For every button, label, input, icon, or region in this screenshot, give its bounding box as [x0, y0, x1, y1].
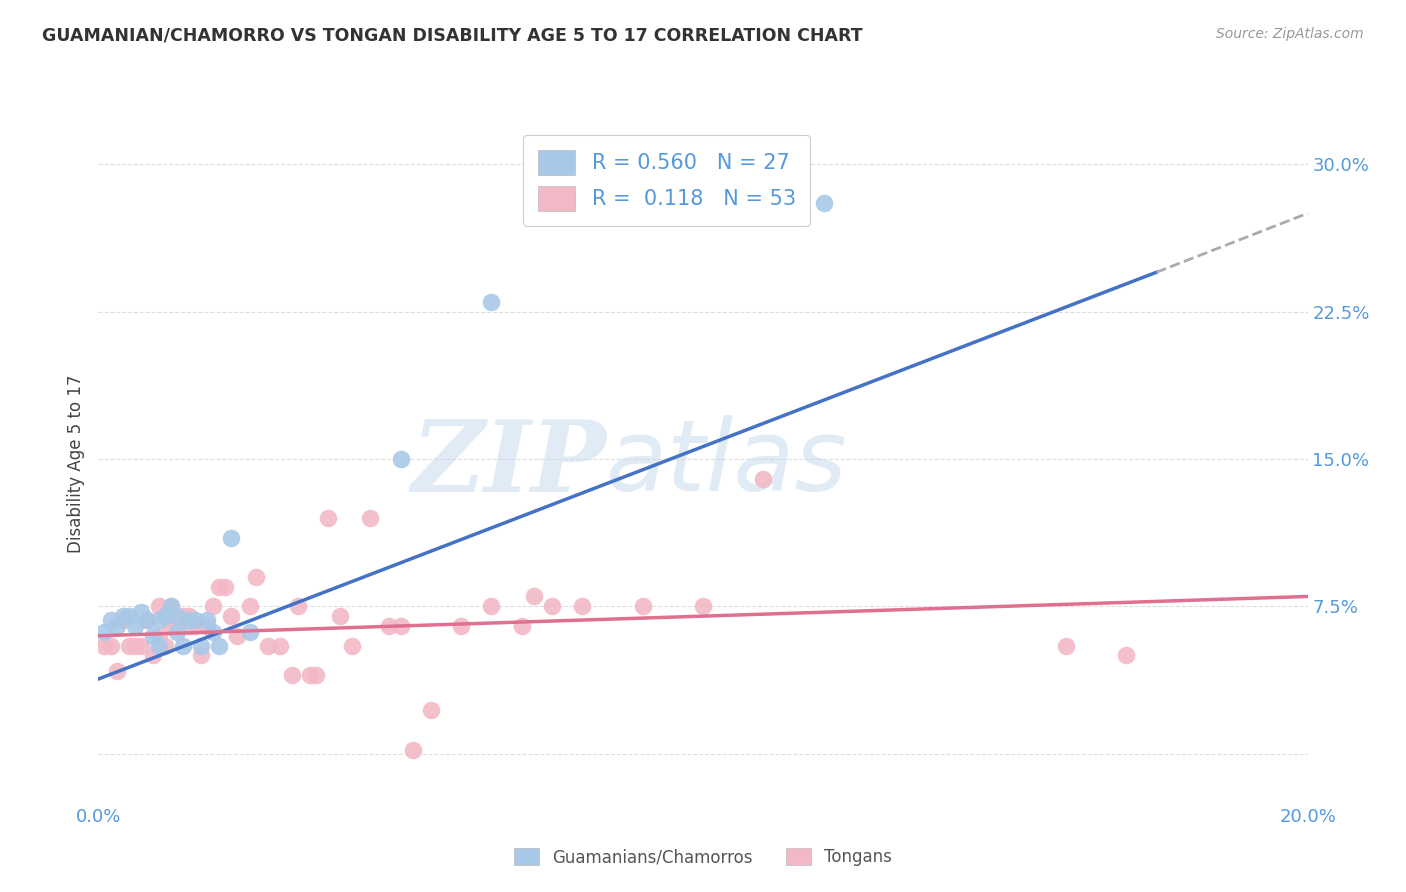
Point — [481, 294, 503, 309]
Point — [166, 609, 188, 624]
Legend: R = 0.560   N = 27, R =  0.118   N = 53: R = 0.560 N = 27, R = 0.118 N = 53 — [523, 136, 810, 226]
Point — [179, 619, 201, 633]
Legend: Guamanians/Chamorros, Tongans: Guamanians/Chamorros, Tongans — [506, 840, 900, 875]
Point — [195, 619, 218, 633]
Point — [160, 599, 183, 614]
Point — [190, 648, 212, 663]
Point — [208, 580, 231, 594]
Point — [190, 639, 212, 653]
Point — [813, 196, 835, 211]
Point — [148, 599, 170, 614]
Point — [100, 613, 122, 627]
Point — [195, 613, 218, 627]
Point — [142, 629, 165, 643]
Point — [105, 664, 128, 678]
Point — [153, 639, 176, 653]
Point — [239, 599, 262, 614]
Point — [172, 639, 194, 653]
Point — [93, 624, 115, 639]
Point — [135, 613, 157, 627]
Point — [269, 639, 291, 653]
Point — [316, 511, 339, 525]
Point — [153, 609, 176, 624]
Point — [226, 629, 249, 643]
Point — [377, 619, 399, 633]
Point — [287, 599, 309, 614]
Point — [1054, 639, 1077, 653]
Point — [1115, 648, 1137, 663]
Point — [239, 624, 262, 639]
Point — [523, 590, 546, 604]
Point — [299, 668, 322, 682]
Point — [256, 639, 278, 653]
Point — [166, 624, 188, 639]
Point — [129, 639, 152, 653]
Point — [118, 639, 141, 653]
Point — [221, 609, 243, 624]
Point — [214, 580, 236, 594]
Y-axis label: Disability Age 5 to 17: Disability Age 5 to 17 — [67, 375, 86, 553]
Point — [100, 639, 122, 653]
Point — [221, 531, 243, 545]
Point — [752, 472, 775, 486]
Point — [342, 639, 364, 653]
Point — [389, 451, 412, 466]
Point — [179, 613, 201, 627]
Point — [124, 639, 146, 653]
Text: GUAMANIAN/CHAMORRO VS TONGAN DISABILITY AGE 5 TO 17 CORRELATION CHART: GUAMANIAN/CHAMORRO VS TONGAN DISABILITY … — [42, 27, 863, 45]
Point — [129, 605, 152, 619]
Point — [118, 609, 141, 624]
Point — [420, 703, 443, 717]
Point — [148, 629, 170, 643]
Point — [329, 609, 352, 624]
Point — [124, 619, 146, 633]
Point — [179, 609, 201, 624]
Text: ZIP: ZIP — [412, 416, 606, 512]
Point — [540, 599, 562, 614]
Point — [202, 599, 225, 614]
Point — [281, 668, 304, 682]
Point — [631, 599, 654, 614]
Point — [142, 648, 165, 663]
Point — [148, 639, 170, 653]
Point — [245, 570, 267, 584]
Point — [172, 609, 194, 624]
Point — [202, 624, 225, 639]
Point — [360, 511, 382, 525]
Point — [692, 599, 714, 614]
Point — [135, 613, 157, 627]
Point — [105, 619, 128, 633]
Point — [510, 619, 533, 633]
Point — [208, 639, 231, 653]
Text: Source: ZipAtlas.com: Source: ZipAtlas.com — [1216, 27, 1364, 41]
Point — [111, 609, 134, 624]
Point — [111, 613, 134, 627]
Point — [389, 619, 412, 633]
Text: atlas: atlas — [606, 416, 848, 512]
Point — [450, 619, 472, 633]
Point — [184, 613, 207, 627]
Point — [160, 599, 183, 614]
Point — [305, 668, 328, 682]
Point — [148, 613, 170, 627]
Point — [166, 619, 188, 633]
Point — [481, 599, 503, 614]
Point — [93, 639, 115, 653]
Point — [160, 619, 183, 633]
Point — [184, 619, 207, 633]
Point — [571, 599, 593, 614]
Point — [402, 743, 425, 757]
